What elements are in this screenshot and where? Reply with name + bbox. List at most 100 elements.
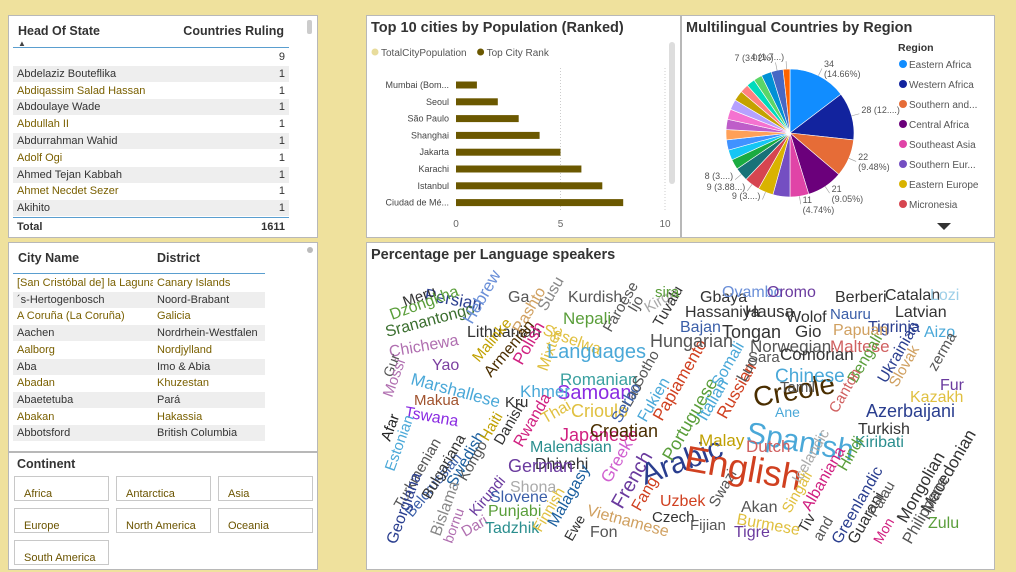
legend-label: Micronesia: [909, 200, 958, 211]
slicer-option[interactable]: North America: [116, 508, 211, 533]
total-value: 1611: [261, 221, 285, 233]
word: Ijo: [625, 293, 648, 315]
word: Tadzhik: [485, 520, 540, 537]
column-header[interactable]: District: [157, 251, 201, 265]
y-tick-label: São Paulo: [407, 114, 449, 124]
scrollbar: [669, 42, 675, 184]
sort-arrow: ▲: [18, 39, 26, 48]
data-label: 34 (14.66%): [823, 59, 861, 80]
cell: Abbotsford: [17, 427, 71, 440]
legend-title: Region: [898, 42, 934, 54]
cell: 1: [278, 118, 285, 131]
word: Slovene: [490, 489, 548, 506]
cell: Ahmet Necdet Sezer: [17, 185, 119, 198]
total-rule: [13, 217, 289, 218]
row-bg: [13, 325, 265, 342]
cell: Abakan: [17, 410, 55, 423]
slicer-option[interactable]: Europe: [14, 508, 109, 533]
cell: Abadan: [17, 377, 55, 390]
cell: Ahmed Tejan Kabbah: [17, 168, 122, 181]
bar: [456, 115, 519, 123]
word: Akan: [741, 499, 777, 516]
column-header[interactable]: Head Of State: [18, 24, 100, 38]
word: Makua: [414, 392, 460, 409]
leader-line: [818, 68, 823, 76]
word: Kru: [505, 394, 528, 411]
word: Latvian: [895, 304, 947, 321]
legend-marker: [899, 140, 907, 148]
data-label: 21 (9.05%): [831, 184, 864, 205]
header-rule: [13, 47, 289, 48]
word: Tigrinja: [868, 319, 920, 336]
word: Fijian: [690, 517, 726, 534]
x-tick-label: 10: [659, 219, 671, 230]
data-label: 11 (4.74%): [802, 195, 835, 216]
slicer-option[interactable]: Africa: [14, 476, 109, 501]
continent-slicer: Continent Africa Antarctica Asia Europe Nort…: [8, 452, 318, 570]
slicer-option[interactable]: Oceania: [218, 508, 313, 533]
data-label: 8 (3....): [704, 170, 734, 181]
slicer-option[interactable]: Antarctica: [116, 476, 211, 501]
word: Uzbek: [660, 493, 706, 510]
column-header[interactable]: City Name: [18, 251, 80, 265]
word: Ovambo: [722, 284, 783, 301]
legend-marker: [477, 48, 485, 56]
y-tick-label: Istanbul: [417, 181, 449, 191]
cell: Abdelaziz Bouteflika: [17, 67, 117, 80]
word: Sara: [748, 349, 780, 366]
slicer-title: Continent: [17, 457, 76, 471]
cell: 1: [278, 185, 285, 198]
cell: 1: [278, 84, 285, 97]
cell: Hakassia: [157, 410, 203, 423]
word: Malenasian: [530, 439, 612, 456]
word: Punjabi: [488, 503, 541, 520]
legend-label: Southern and...: [909, 100, 977, 111]
cell: Aalborg: [17, 343, 55, 356]
legend-next[interactable]: [937, 223, 951, 230]
data-label: 7 (3.02%): [734, 53, 774, 64]
word: Aizo: [924, 324, 955, 341]
slicer-option[interactable]: South America: [14, 540, 109, 565]
leader-line: [848, 158, 857, 162]
word: Wolof: [786, 309, 827, 326]
word: Papuan: [833, 322, 888, 339]
data-label: 9 (3.88...): [706, 181, 746, 192]
cell: 1: [278, 202, 285, 215]
word: Tigre: [734, 524, 770, 541]
column-header[interactable]: Countries Ruling: [183, 24, 284, 38]
word: Hassaniya: [685, 304, 760, 321]
word: Czech: [652, 509, 695, 526]
word: Catalan: [885, 287, 940, 304]
cell: Abdurrahman Wahid: [17, 135, 118, 147]
legend-label: Eastern Africa: [909, 60, 972, 71]
chart-title: Top 10 cities by Population (Ranked): [371, 20, 624, 36]
cell: Abdoulaye Wade: [17, 101, 101, 114]
word: Lithuanian: [467, 324, 541, 341]
legend-marker: [371, 48, 379, 56]
legend-marker: [899, 160, 907, 168]
word: Croatian: [590, 421, 658, 441]
word: Nauru: [830, 306, 871, 323]
word: Berberi: [835, 289, 887, 306]
slicer-option[interactable]: Asia: [218, 476, 313, 501]
word: Norwegian: [750, 337, 831, 356]
legend-marker: [899, 200, 907, 208]
cell: A Coruña (La Coruña): [17, 310, 125, 323]
cell: Adolf Ogi: [17, 151, 63, 164]
cell: 1: [278, 168, 285, 181]
word: Yao: [432, 357, 459, 374]
word: Azerbaijani: [866, 401, 955, 421]
word: Fur: [940, 377, 965, 394]
row-bg: [13, 99, 289, 116]
word: Tamil: [780, 379, 815, 396]
bar: [456, 98, 498, 106]
legend-marker: [899, 80, 907, 88]
word: German: [508, 456, 573, 476]
wordcloud-panel: [366, 242, 995, 570]
y-tick-label: Karachi: [418, 164, 449, 174]
data-label: 4 (1.7...): [750, 52, 785, 63]
cell: Aachen: [17, 327, 55, 340]
word: Lozi: [930, 287, 959, 304]
cell: Akihito: [17, 202, 51, 215]
data-label: 9 (3....): [731, 190, 761, 201]
